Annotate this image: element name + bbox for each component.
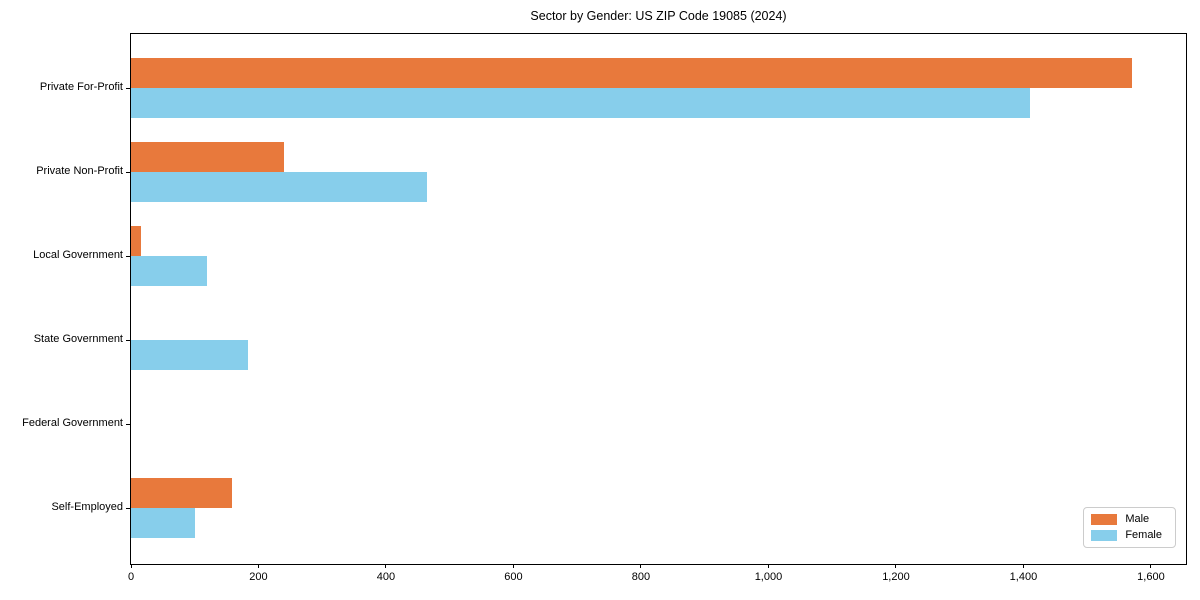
x-tick xyxy=(130,564,132,568)
y-tick-label: Private For-Profit xyxy=(39,81,123,93)
y-tick-label: Federal Government xyxy=(22,417,123,429)
legend-swatch-male xyxy=(1091,514,1118,525)
x-tick-label: 1,400 xyxy=(1009,571,1038,583)
x-tick-label: 1,200 xyxy=(882,571,910,583)
x-tick-label: 600 xyxy=(504,571,523,583)
bar-male-1 xyxy=(131,58,1132,88)
x-tick xyxy=(767,564,769,568)
legend-label-male: Male xyxy=(1125,513,1150,525)
y-tick xyxy=(126,255,130,257)
x-tick xyxy=(385,564,387,568)
y-tick-label: Local Government xyxy=(33,249,123,261)
x-tick-label: 800 xyxy=(631,571,651,583)
x-tick xyxy=(895,564,897,568)
legend-entry-female: Female xyxy=(1091,530,1166,541)
bar-female-6 xyxy=(131,508,195,538)
x-tick xyxy=(512,564,514,568)
x-tick-label: 1,600 xyxy=(1137,571,1165,583)
plot-area: Male Female Private For-Profit Private No… xyxy=(22,33,1187,583)
y-tick xyxy=(126,339,130,341)
x-tick xyxy=(1150,564,1152,568)
y-tick xyxy=(126,171,130,173)
legend-label-female: Female xyxy=(1125,529,1162,541)
x-tick-label: 200 xyxy=(249,571,268,583)
legend: Male Female xyxy=(1083,507,1176,548)
bar-male-6 xyxy=(131,478,232,508)
y-tick-label: Self-Employed xyxy=(51,501,123,513)
x-tick-label: 1,000 xyxy=(754,571,783,583)
bar-female-4 xyxy=(131,340,248,370)
bar-female-3 xyxy=(131,256,208,286)
x-tick-label: 400 xyxy=(376,571,396,583)
y-tick-label: State Government xyxy=(33,333,123,345)
x-tick xyxy=(257,564,259,568)
y-tick-label: Private Non-Profit xyxy=(36,165,123,177)
bar-female-2 xyxy=(131,172,428,202)
chart-title: Sector by Gender: US ZIP Code 19085 (202… xyxy=(530,9,787,23)
legend-swatch-female xyxy=(1091,530,1118,541)
x-tick-label: 0 xyxy=(127,571,135,583)
bar-female-1 xyxy=(131,88,1030,118)
y-tick xyxy=(126,507,130,509)
y-tick xyxy=(126,423,130,425)
bar-male-2 xyxy=(131,142,284,172)
y-tick xyxy=(126,87,130,89)
bar-male-3 xyxy=(131,226,141,256)
x-tick xyxy=(640,564,642,568)
x-tick xyxy=(1022,564,1024,568)
legend-entry-male: Male xyxy=(1091,514,1166,525)
